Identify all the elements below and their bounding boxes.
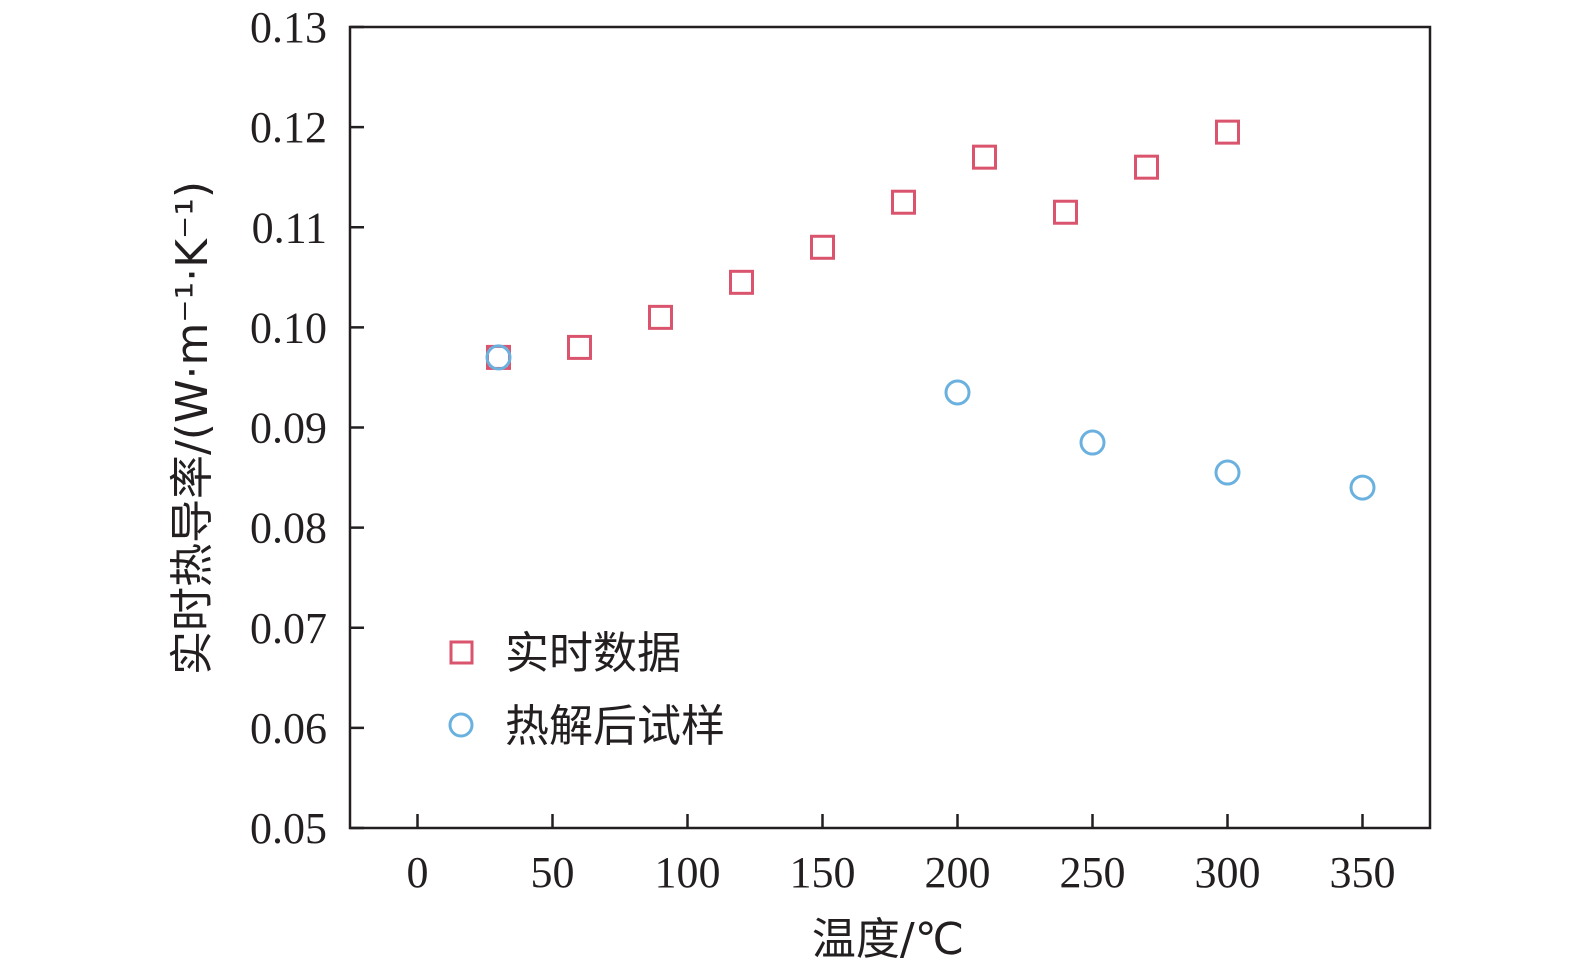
data-point-square bbox=[1215, 119, 1240, 145]
data-points bbox=[485, 119, 1376, 501]
data-point-square bbox=[1053, 199, 1078, 225]
y-tick-label: 0.11 bbox=[252, 203, 327, 252]
y-tick-label: 0.06 bbox=[250, 704, 327, 753]
legend-label-pyrolyzed: 热解后试样 bbox=[505, 701, 725, 752]
y-tick-label: 0.05 bbox=[250, 804, 327, 853]
x-tick-label: 250 bbox=[1060, 848, 1126, 897]
legend-marker-circle bbox=[448, 712, 474, 738]
y-tick-label: 0.13 bbox=[250, 3, 327, 52]
data-point-square bbox=[810, 234, 835, 260]
y-tick-label: 0.10 bbox=[250, 303, 327, 352]
legend: 实时数据 热解后试样 bbox=[448, 628, 725, 752]
data-point-square bbox=[648, 304, 673, 330]
data-point-circle bbox=[1214, 459, 1241, 486]
data-point-square bbox=[972, 144, 997, 170]
data-point-circle bbox=[1079, 429, 1106, 456]
data-point-circle bbox=[485, 344, 512, 371]
x-axis: 0 50 100 150 200 250 300 350 bbox=[407, 814, 1396, 897]
x-axis-title: 温度/℃ bbox=[812, 914, 964, 965]
y-tick-label: 0.09 bbox=[250, 404, 327, 453]
y-axis: 0.05 0.06 0.07 0.08 0.09 0.10 0.11 0.12 0.13 bbox=[250, 3, 364, 853]
legend-label-realtime: 实时数据 bbox=[505, 628, 681, 679]
y-axis-title: 实时热导率/(W·m⁻¹·K⁻¹) bbox=[167, 181, 218, 675]
data-point-circle bbox=[944, 379, 971, 406]
data-point-circle bbox=[1349, 474, 1376, 501]
y-tick-label: 0.08 bbox=[250, 504, 327, 553]
legend-marker-square bbox=[449, 640, 474, 665]
x-tick-label: 50 bbox=[531, 848, 575, 897]
x-tick-label: 100 bbox=[655, 848, 721, 897]
x-tick-label: 0 bbox=[407, 848, 429, 897]
data-point-square bbox=[567, 334, 592, 360]
x-tick-label: 350 bbox=[1330, 848, 1396, 897]
y-tick-label: 0.12 bbox=[250, 103, 327, 152]
x-tick-label: 300 bbox=[1195, 848, 1261, 897]
data-point-square bbox=[891, 189, 916, 215]
x-tick-label: 200 bbox=[925, 848, 991, 897]
x-tick-label: 150 bbox=[790, 848, 856, 897]
y-tick-label: 0.07 bbox=[250, 604, 327, 653]
data-point-square bbox=[729, 269, 754, 295]
data-point-square bbox=[1134, 154, 1159, 180]
